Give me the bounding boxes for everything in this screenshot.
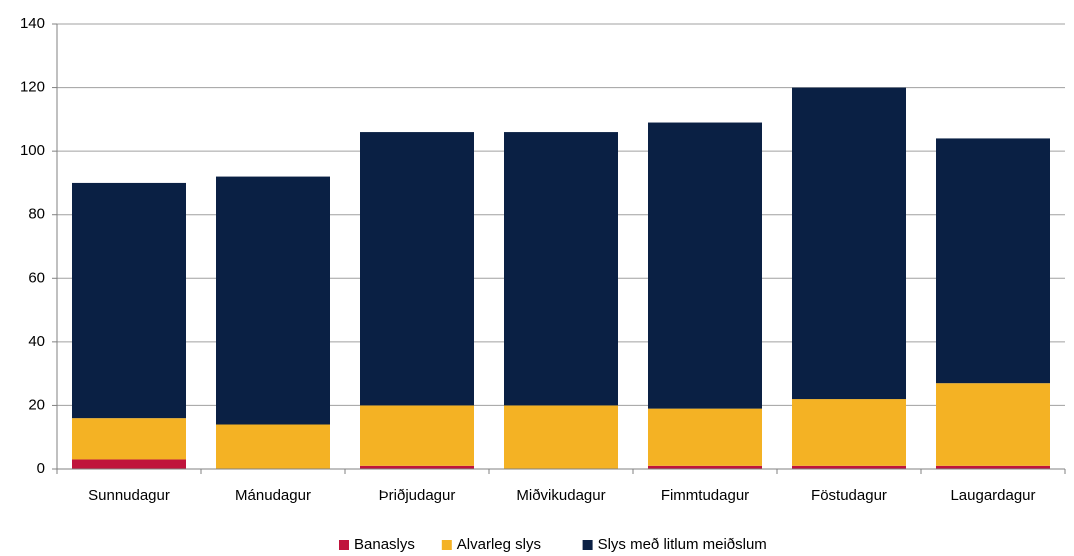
bar-segment [936,138,1050,384]
y-tick-label: 100 [20,142,45,159]
legend-label: Alvarleg slys [457,536,541,553]
bar-segment [648,408,762,466]
bar-segment [360,132,474,406]
y-tick-label: 0 [37,460,45,477]
bar-segment [72,418,186,460]
bar-segment [216,176,330,425]
y-tick-label: 20 [28,396,45,413]
legend-label: Banaslys [354,536,415,553]
bar-segment [72,182,186,419]
bar-segment [792,399,906,466]
y-tick-label: 140 [20,15,45,32]
bar-segment [936,465,1050,469]
y-tick-label: 60 [28,269,45,286]
x-tick-label: Fimmtudagur [661,487,749,504]
x-tick-label: Miðvikudagur [516,487,605,504]
bar-segment [216,424,330,469]
x-tick-label: Þriðjudagur [379,487,456,504]
bar-segment [360,465,474,469]
legend-swatch [582,540,593,550]
legend-swatch [339,540,349,550]
bar-segment [648,122,762,409]
x-tick-label: Mánudagur [235,487,311,504]
x-tick-label: Laugardagur [950,487,1035,504]
legend-swatch [441,540,452,550]
y-tick-label: 80 [28,206,45,223]
bar-segment [648,465,762,469]
bar-segment [360,405,474,466]
y-tick-label: 40 [28,333,45,350]
bar-segment [936,383,1050,466]
x-tick-label: Sunnudagur [88,487,170,504]
bar-segment [504,132,618,406]
bar-segment [792,465,906,469]
bar-segment [792,87,906,400]
x-tick-label: Föstudagur [811,487,887,504]
legend-label: Slys með litlum meiðslum [598,536,767,553]
bar-segment [72,459,186,469]
bar-segment [504,405,618,469]
y-tick-label: 120 [20,79,45,96]
